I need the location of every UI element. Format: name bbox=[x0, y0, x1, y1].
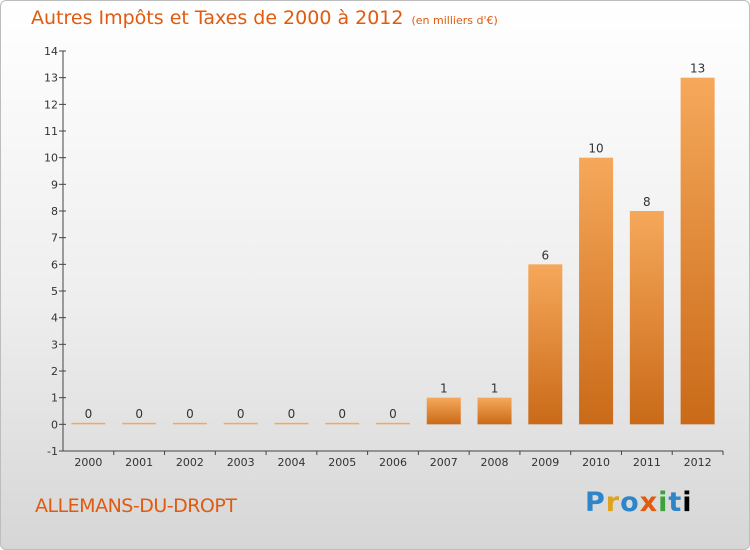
y-tick-label: 0 bbox=[51, 418, 58, 431]
chart-unit: (en milliers d'€) bbox=[411, 14, 498, 27]
bar-2008 bbox=[477, 397, 512, 425]
chart-title-text: Autres Impôts et Taxes de 2000 à 2012 bbox=[31, 7, 404, 29]
bar-2010 bbox=[579, 157, 614, 425]
data-label-2001: 0 bbox=[135, 407, 143, 421]
bar-2000 bbox=[71, 422, 106, 425]
y-tick-label: 14 bbox=[44, 45, 58, 58]
data-label-2012: 13 bbox=[690, 62, 705, 76]
y-tick-label: 4 bbox=[51, 312, 58, 325]
data-label-2011: 8 bbox=[643, 195, 651, 209]
bar-2006 bbox=[376, 422, 410, 425]
x-tick-label-2010: 2010 bbox=[582, 456, 610, 469]
y-tick-label: 7 bbox=[51, 232, 58, 245]
y-tick-label: 11 bbox=[44, 125, 58, 138]
data-label-2004: 0 bbox=[288, 407, 296, 421]
y-tick-label: 10 bbox=[44, 152, 58, 165]
bar-2002 bbox=[172, 422, 207, 425]
bar-2011 bbox=[629, 211, 664, 425]
bar-2012 bbox=[680, 77, 715, 425]
bar-2005 bbox=[325, 422, 360, 425]
data-label-2007: 1 bbox=[440, 382, 448, 396]
data-label-2008: 1 bbox=[491, 382, 499, 396]
data-label-2006: 0 bbox=[389, 407, 397, 421]
x-tick-label-2006: 2006 bbox=[379, 456, 407, 469]
place-name: ALLEMANS-DU-DROPT bbox=[35, 495, 237, 517]
data-label-2003: 0 bbox=[237, 407, 245, 421]
chart-title: Autres Impôts et Taxes de 2000 à 2012 (en… bbox=[31, 7, 498, 29]
data-label-2000: 0 bbox=[85, 407, 93, 421]
x-tick-label-2008: 2008 bbox=[481, 456, 509, 469]
x-tick-label-2000: 2000 bbox=[74, 456, 102, 469]
x-tick-label-2009: 2009 bbox=[531, 456, 559, 469]
y-tick-label: 6 bbox=[51, 258, 58, 271]
bar-2007 bbox=[426, 397, 461, 425]
data-label-2005: 0 bbox=[338, 407, 346, 421]
bar-2009 bbox=[528, 264, 563, 425]
x-tick-label-2005: 2005 bbox=[328, 456, 356, 469]
y-tick-label: 1 bbox=[51, 392, 58, 405]
y-tick-label: 12 bbox=[44, 98, 58, 111]
bar-2004 bbox=[274, 422, 309, 425]
x-tick-label-2003: 2003 bbox=[227, 456, 255, 469]
x-tick-label-2012: 2012 bbox=[684, 456, 712, 469]
x-tick-label-2004: 2004 bbox=[277, 456, 305, 469]
bar-2001 bbox=[122, 422, 157, 425]
x-tick-label-2007: 2007 bbox=[430, 456, 458, 469]
proxiti-logo: Proxiti bbox=[585, 487, 693, 518]
y-tick-label: 8 bbox=[51, 205, 58, 218]
y-tick-label: 9 bbox=[51, 178, 58, 191]
x-tick-label-2002: 2002 bbox=[176, 456, 204, 469]
y-tick-label: 5 bbox=[51, 285, 58, 298]
data-label-2009: 6 bbox=[541, 248, 549, 262]
x-tick-label-2001: 2001 bbox=[125, 456, 153, 469]
y-tick-label: 13 bbox=[44, 72, 58, 85]
data-label-2002: 0 bbox=[186, 407, 194, 421]
data-label-2010: 10 bbox=[588, 142, 603, 156]
x-tick-label-2011: 2011 bbox=[633, 456, 661, 469]
y-tick-label: 3 bbox=[51, 338, 58, 351]
y-tick-label: 2 bbox=[51, 365, 58, 378]
y-tick-label: -1 bbox=[47, 445, 58, 458]
bar-2003 bbox=[223, 422, 258, 425]
